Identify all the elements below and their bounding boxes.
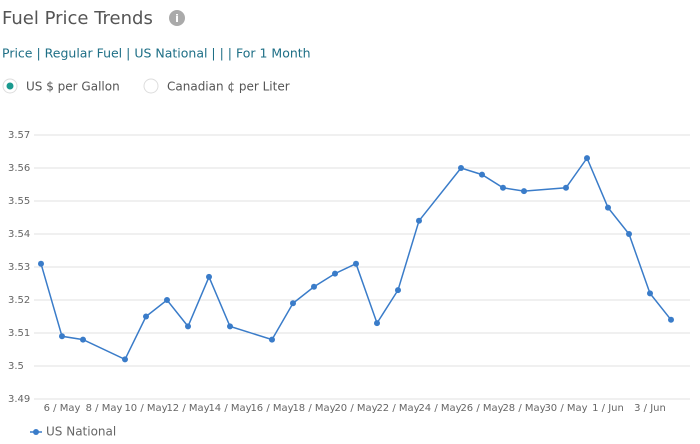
point — [668, 316, 674, 323]
point — [332, 270, 338, 277]
y-tick-label: 3.51 — [8, 328, 30, 339]
x-tick-label: 20 / May — [334, 403, 377, 414]
y-tick-label: 3.54 — [8, 229, 30, 240]
x-tick-label: 6 / May — [44, 403, 81, 414]
point — [80, 336, 86, 343]
point — [38, 260, 44, 267]
x-tick-label: 22 / May — [376, 403, 419, 414]
x-tick-label: 10 / May — [124, 403, 167, 414]
info-icon[interactable]: i — [169, 10, 185, 26]
point — [185, 323, 191, 330]
legend-marker — [33, 429, 39, 435]
svg-text:i: i — [175, 12, 179, 25]
point — [290, 300, 296, 307]
x-tick-label: 3 / Jun — [634, 403, 666, 414]
point — [59, 333, 65, 340]
point — [479, 171, 485, 178]
point — [626, 231, 632, 237]
y-tick-label: 3.55 — [8, 196, 30, 207]
point — [164, 297, 170, 303]
line — [40, 156, 672, 361]
point — [458, 165, 464, 171]
point — [269, 336, 275, 343]
y-tick-label: 3.53 — [8, 262, 30, 273]
point — [500, 184, 506, 191]
y-tick-label: 3.57 — [8, 130, 30, 141]
point — [143, 313, 149, 320]
radio-label[interactable]: Canadian ¢ per Liter — [167, 80, 290, 94]
point — [227, 323, 233, 330]
radio-label[interactable]: US $ per Gallon — [26, 80, 120, 94]
point — [563, 184, 569, 191]
x-tick-label: 8 / May — [86, 403, 123, 414]
point — [206, 273, 212, 280]
legend-label[interactable]: US National — [46, 425, 116, 439]
point — [395, 287, 401, 294]
y-tick-label: 3.52 — [8, 295, 30, 306]
x-tick-label: 1 / Jun — [592, 403, 624, 414]
x-tick-label: 28 / May — [502, 403, 545, 414]
y-tick-label: 3.5 — [8, 361, 24, 372]
x-tick-label: 18 / May — [292, 403, 335, 414]
point — [311, 283, 317, 290]
point — [374, 320, 380, 327]
point — [353, 260, 359, 267]
x-tick-label: 16 / May — [250, 403, 293, 414]
point — [605, 204, 611, 211]
point — [416, 217, 422, 224]
x-tick-label: 30 / May — [544, 403, 587, 414]
title: Fuel Price Trends — [2, 8, 153, 29]
x-tick-label: 24 / May — [418, 403, 461, 414]
x-tick-label: 14 / May — [208, 403, 251, 414]
y-tick-label: 3.49 — [8, 394, 30, 405]
radio-dot[interactable] — [6, 82, 14, 90]
radio-button[interactable] — [143, 78, 159, 94]
point — [647, 290, 653, 297]
x-tick-label: 12 / May — [166, 403, 209, 414]
point — [122, 356, 128, 363]
point — [521, 188, 527, 195]
breadcrumb[interactable]: Price | Regular Fuel | US National | | |… — [2, 46, 311, 61]
point — [584, 155, 590, 162]
y-tick-label: 3.56 — [8, 163, 30, 174]
x-tick-label: 26 / May — [460, 403, 503, 414]
